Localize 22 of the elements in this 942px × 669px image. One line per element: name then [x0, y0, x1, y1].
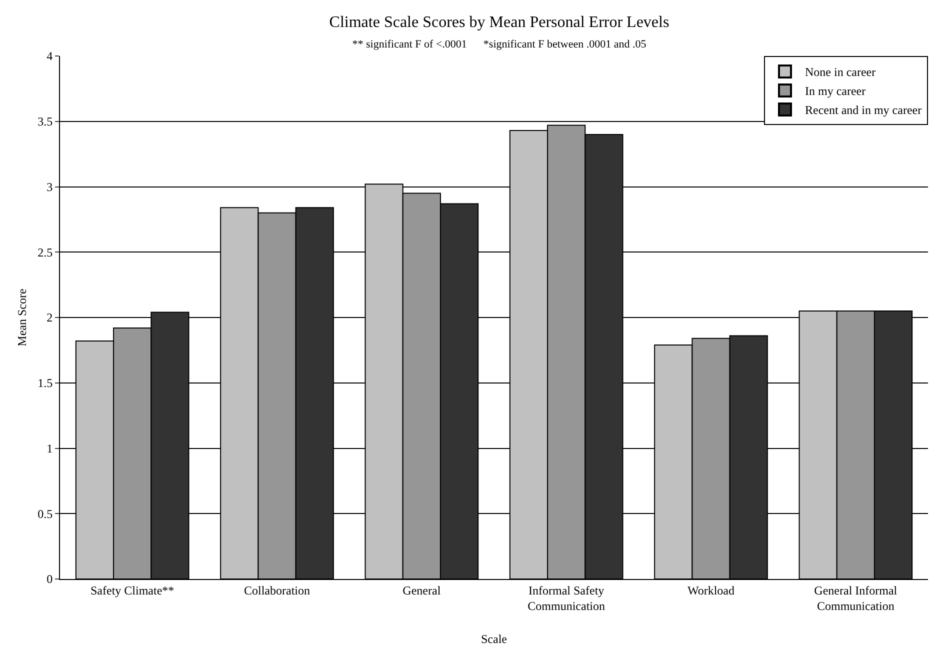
x-tick-label: Workload	[687, 583, 735, 598]
y-tick-label: 4	[46, 49, 53, 64]
chart-subtitle: ** significant F of <.0001 *significant F between .0001 and .05	[352, 38, 647, 51]
x-tick-label: General Informal Communication	[814, 583, 898, 613]
chart-title: Climate Scale Scores by Mean Personal Error Levels	[329, 14, 670, 31]
x-tick-label: General	[402, 583, 442, 598]
y-tick-label: 3.5	[38, 114, 53, 129]
y-tick-label: 1.5	[38, 376, 53, 390]
y-axis-title: Mean Score	[15, 288, 29, 346]
y-tick-label: 1	[46, 441, 53, 456]
x-axis-title: Scale	[481, 632, 507, 646]
x-tick-label: Informal Safety Communication	[528, 583, 605, 613]
y-tick-label: 2.5	[38, 245, 53, 260]
legend-label: None in career	[805, 65, 876, 80]
legend-label: Recent and in my career	[805, 103, 922, 118]
x-tick-label: Collaboration	[244, 583, 310, 598]
x-tick-label: Safety Climate**	[90, 583, 174, 598]
y-tick-label: 0.5	[38, 506, 53, 521]
y-tick-label: 3	[46, 180, 53, 194]
legend-label: In my career	[805, 84, 866, 98]
y-tick-label: 0	[46, 572, 53, 586]
y-tick-label: 2	[46, 310, 53, 325]
